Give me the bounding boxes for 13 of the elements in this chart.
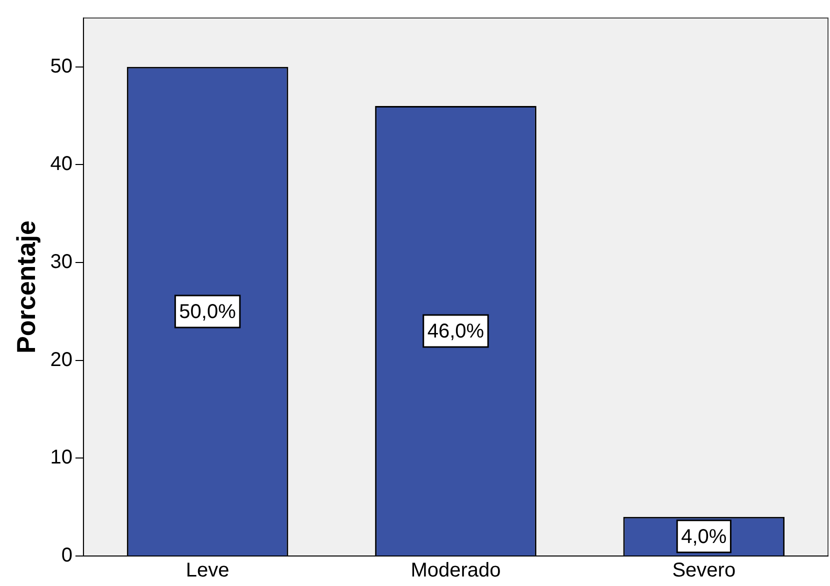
y-tick-label: 0 — [61, 544, 72, 567]
data-label: 46,0% — [427, 320, 484, 343]
x-tick-label: Severo — [672, 560, 736, 582]
data-label: 4,0% — [681, 526, 727, 548]
y-tick-label: 50 — [50, 55, 72, 78]
x-tick-label: Moderado — [410, 560, 501, 582]
data-label: 50,0% — [179, 300, 236, 323]
y-axis-title: Porcentaje — [10, 220, 41, 354]
x-tick-label: Leve — [186, 560, 230, 582]
y-tick-label: 10 — [50, 446, 72, 469]
y-tick-label: 20 — [50, 348, 72, 371]
y-tick-label: 30 — [50, 251, 72, 274]
y-tick-label: 40 — [50, 153, 72, 176]
